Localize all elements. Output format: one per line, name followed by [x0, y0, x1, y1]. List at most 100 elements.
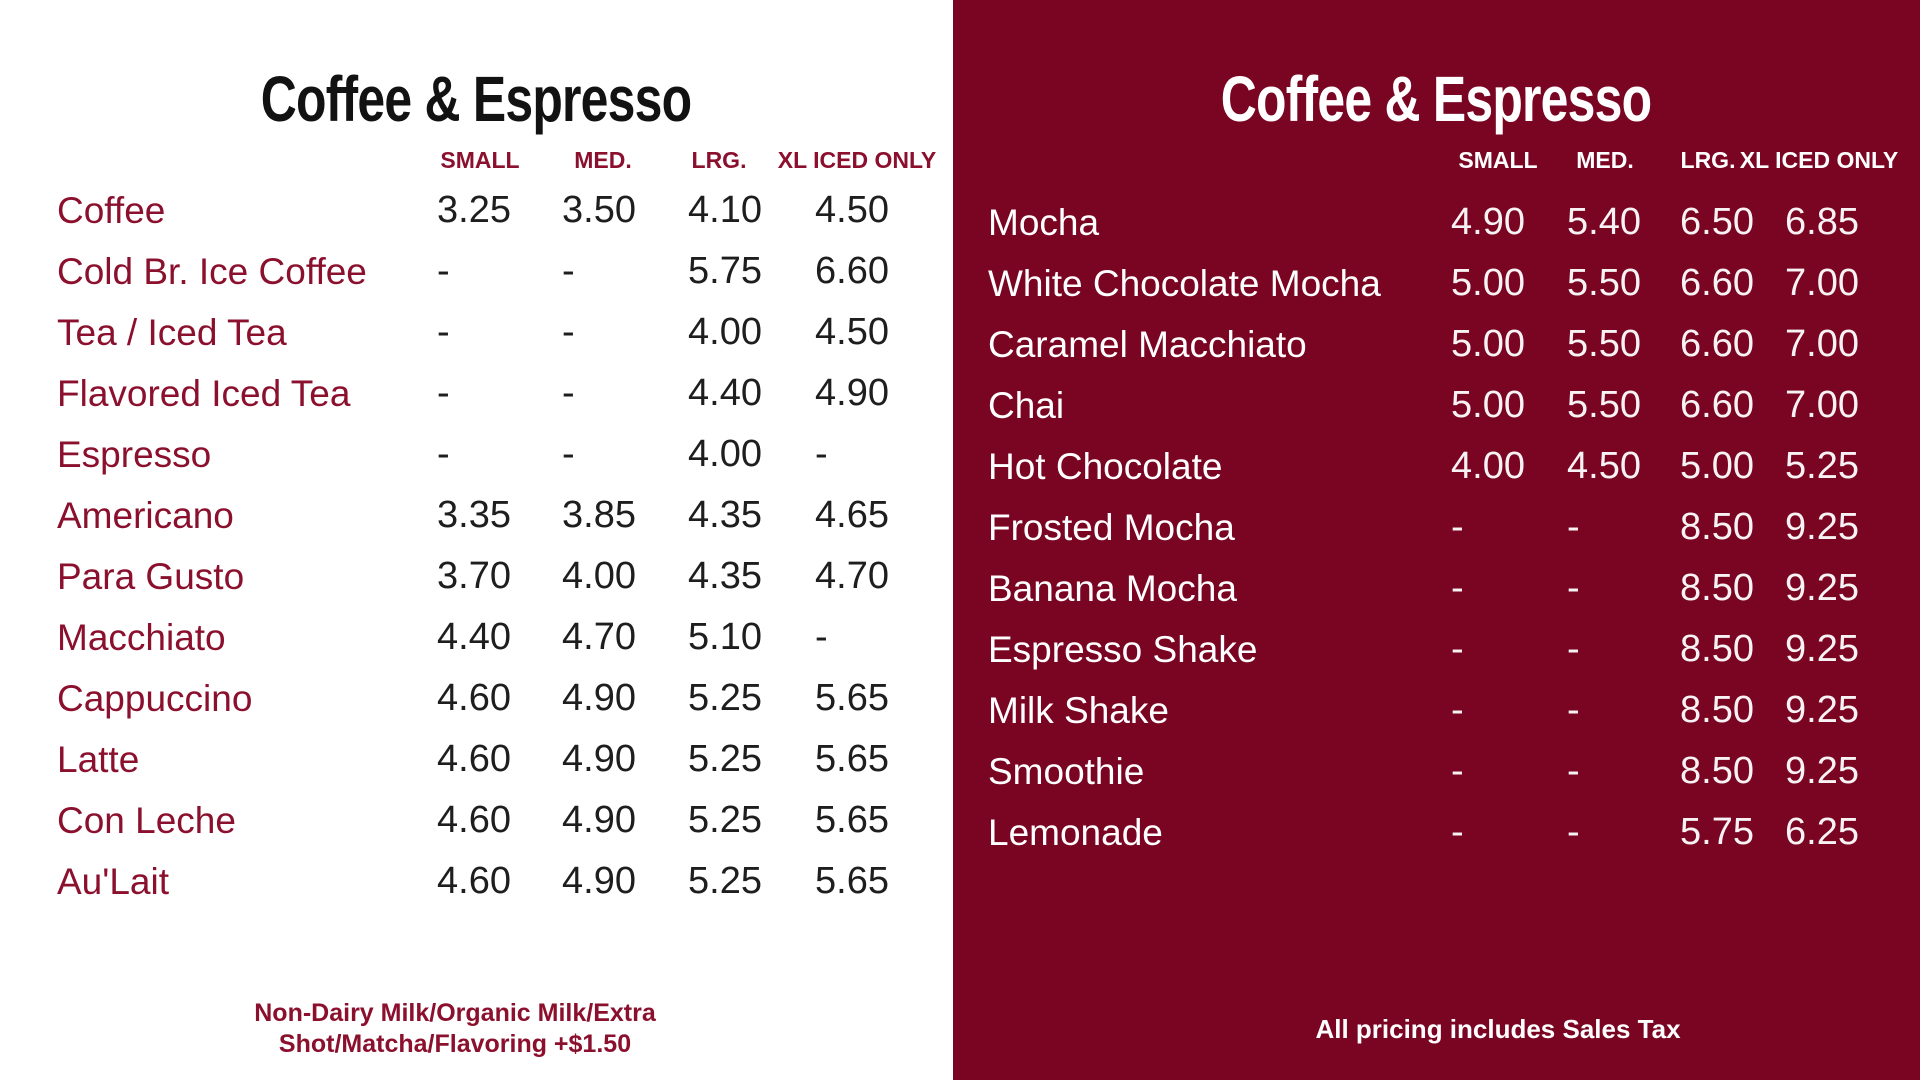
price-med: 4.90 [562, 799, 636, 841]
price-xl: 5.25 [1785, 445, 1859, 487]
item-name: Coffee [57, 190, 166, 231]
price-small: - [1451, 506, 1464, 548]
column-header-small: SMALL [1458, 147, 1538, 173]
price-xl: 4.50 [815, 189, 889, 231]
menu-row: Cold Br. Ice Coffee - - 5.75 6.60 [0, 241, 953, 302]
price-med: - [1567, 567, 1580, 609]
item-name: Cold Br. Ice Coffee [57, 251, 367, 292]
price-lrg: 5.25 [688, 860, 762, 902]
price-med: 3.85 [562, 494, 636, 536]
price-xl: 5.65 [815, 860, 889, 902]
menu-row: Hot Chocolate 4.00 4.50 5.00 5.25 [953, 436, 1920, 497]
item-name: White Chocolate Mocha [988, 263, 1381, 304]
menu-row: Tea / Iced Tea - - 4.00 4.50 [0, 302, 953, 363]
price-small: 3.70 [437, 555, 511, 597]
price-xl: 9.25 [1785, 689, 1859, 731]
price-xl: 6.60 [815, 250, 889, 292]
price-lrg: 4.10 [688, 189, 762, 231]
price-med: 3.50 [562, 189, 636, 231]
column-header-xl: XL ICED ONLY [1739, 147, 1899, 173]
price-med: 4.70 [562, 616, 636, 658]
price-lrg: 5.25 [688, 799, 762, 841]
price-small: 5.00 [1451, 384, 1525, 426]
menu-row: Coffee 3.25 3.50 4.10 4.50 [0, 180, 953, 241]
item-name: Latte [57, 739, 140, 780]
item-name: Para Gusto [57, 556, 245, 597]
price-xl: - [815, 616, 828, 658]
item-name: Hot Chocolate [988, 446, 1223, 487]
price-xl: 4.50 [815, 311, 889, 353]
menu-row: Mocha 4.90 5.40 6.50 6.85 [953, 192, 1920, 253]
price-med: - [562, 433, 575, 475]
price-lrg: 6.60 [1680, 323, 1754, 365]
price-lrg: 5.10 [688, 616, 762, 658]
item-name: Banana Mocha [988, 568, 1237, 609]
menu-row: Chai 5.00 5.50 6.60 7.00 [953, 375, 1920, 436]
column-header-lrg: LRG. [691, 147, 747, 173]
price-xl: 9.25 [1785, 750, 1859, 792]
price-small: 3.35 [437, 494, 511, 536]
price-xl: 6.25 [1785, 811, 1859, 853]
price-med: - [562, 250, 575, 292]
price-small: 5.00 [1451, 262, 1525, 304]
column-header-med: MED. [1576, 147, 1634, 173]
price-lrg: 4.35 [688, 494, 762, 536]
price-lrg: 5.25 [688, 677, 762, 719]
menu-panel-right: Coffee & Espresso SMALL MED. LRG. XL ICE… [953, 0, 1920, 1080]
menu-row: Espresso - - 4.00 - [0, 424, 953, 485]
menu-row: Flavored Iced Tea - - 4.40 4.90 [0, 363, 953, 424]
price-small: - [1451, 567, 1464, 609]
item-name: Flavored Iced Tea [57, 373, 351, 414]
menu-row: Smoothie - - 8.50 9.25 [953, 741, 1920, 802]
price-lrg: 4.40 [688, 372, 762, 414]
price-small: 4.60 [437, 677, 511, 719]
menu-row: Americano 3.35 3.85 4.35 4.65 [0, 485, 953, 546]
item-name: Smoothie [988, 751, 1145, 792]
price-xl: 5.65 [815, 738, 889, 780]
price-small: 4.60 [437, 799, 511, 841]
price-med: - [1567, 689, 1580, 731]
price-small: - [437, 311, 450, 353]
price-med: 5.40 [1567, 201, 1641, 243]
price-xl: 7.00 [1785, 262, 1859, 304]
menu-row: Latte 4.60 4.90 5.25 5.65 [0, 729, 953, 790]
panel-title: Coffee & Espresso [0, 61, 953, 137]
price-xl: - [815, 433, 828, 475]
column-header-small: SMALL [440, 147, 520, 173]
price-small: - [1451, 628, 1464, 670]
price-xl: 7.00 [1785, 323, 1859, 365]
menu-row: Con Leche 4.60 4.90 5.25 5.65 [0, 790, 953, 851]
price-med: - [562, 372, 575, 414]
price-med: 4.50 [1567, 445, 1641, 487]
menu-row: Milk Shake - - 8.50 9.25 [953, 680, 1920, 741]
price-small: - [437, 250, 450, 292]
price-xl: 5.65 [815, 799, 889, 841]
menu-row: Banana Mocha - - 8.50 9.25 [953, 558, 1920, 619]
menu-row: Macchiato 4.40 4.70 5.10 - [0, 607, 953, 668]
price-lrg: 5.25 [688, 738, 762, 780]
price-lrg: 8.50 [1680, 567, 1754, 609]
addons-note: Non-Dairy Milk/Organic Milk/Extra Shot/M… [254, 999, 656, 1058]
price-med: - [1567, 811, 1580, 853]
menu-row: Espresso Shake - - 8.50 9.25 [953, 619, 1920, 680]
price-xl: 9.25 [1785, 567, 1859, 609]
price-small: 4.90 [1451, 201, 1525, 243]
panel-title-text: Coffee & Espresso [261, 62, 692, 135]
price-small: - [1451, 811, 1464, 853]
item-name: Chai [988, 385, 1065, 426]
price-lrg: 6.60 [1680, 262, 1754, 304]
menu-row: Caramel Macchiato 5.00 5.50 6.60 7.00 [953, 314, 1920, 375]
price-lrg: 6.60 [1680, 384, 1754, 426]
column-header-lrg: LRG. [1680, 147, 1736, 173]
price-xl: 4.90 [815, 372, 889, 414]
price-xl: 4.65 [815, 494, 889, 536]
price-lrg: 5.75 [1680, 811, 1754, 853]
price-med: - [562, 311, 575, 353]
price-xl: 7.00 [1785, 384, 1859, 426]
item-name: Frosted Mocha [988, 507, 1235, 548]
price-lrg: 5.00 [1680, 445, 1754, 487]
price-small: - [437, 372, 450, 414]
price-med: - [1567, 628, 1580, 670]
price-xl: 9.25 [1785, 506, 1859, 548]
